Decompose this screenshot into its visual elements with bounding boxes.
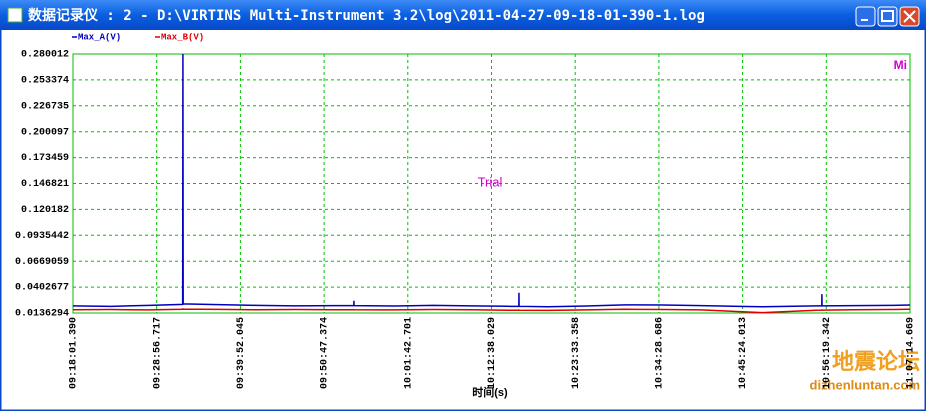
x-tick-label: 09:39:52.045 [236,317,247,389]
app-icon [7,7,23,23]
watermark-url: dizhenluntan.com [810,377,921,392]
y-tick-label: 0.0136294 [15,309,69,320]
x-tick-label: 10:56:19.342 [822,317,833,389]
y-tick-label: 0.173459 [21,153,69,164]
annotation: Mi [894,58,907,72]
y-tick-label: 0.146821 [21,179,69,190]
x-tick-label: 09:50:47.374 [320,317,331,389]
series-line [72,307,910,314]
x-axis-label: 时间(s) [472,385,508,399]
x-tick-label: 10:45:24.013 [738,317,749,389]
y-tick-label: 0.0669059 [15,257,69,268]
y-tick-label: 0.226735 [21,101,69,112]
y-tick-label: 0.0402677 [15,283,69,294]
grid [72,53,911,314]
legend-label: Max_A(V) [78,32,121,42]
y-tick-label: 0.253374 [21,76,69,87]
legend-label: Max_B(V) [161,32,204,42]
watermark: 地震论坛 [832,349,920,374]
x-tick-label: 10:01:42.701 [403,317,414,389]
y-tick-label: 0.120182 [21,205,69,216]
maximize-icon [881,10,894,22]
lines [72,53,910,314]
maximize-button[interactable] [877,6,898,27]
window-title: 数据记录仪 : 2 - D:\VIRTINS Multi-Instrument … [28,7,705,24]
x-tick-label: 09:28:56.717 [152,317,163,389]
title-bar [0,0,926,30]
series-line [72,53,910,308]
y-tick-label: 0.280012 [21,50,69,61]
y-tick-label: 0.0935442 [15,231,69,242]
x-tick-label: 10:12:38.029 [487,317,498,389]
close-icon [903,10,916,23]
x-tick-label: 10:23:33.358 [571,317,582,389]
x-tick-label: 09:18:01.390 [69,317,80,389]
minimize-button[interactable] [855,6,876,27]
x-tick-label: 10:34:28.686 [655,317,666,389]
x-tick-label: 11:07:14.669 [906,317,917,389]
annotation: Trial [478,174,503,189]
y-tick-label: 0.200097 [21,127,69,138]
